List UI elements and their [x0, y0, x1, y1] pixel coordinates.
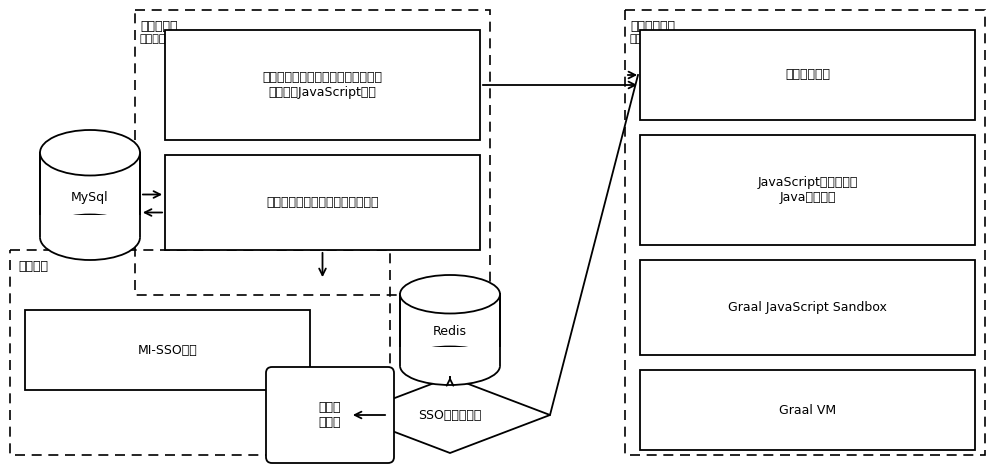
Bar	[40, 153, 140, 237]
Bar	[640, 135, 975, 245]
Text: 依托脚本容器，对外提供服务: 依托脚本容器，对外提供服务	[140, 34, 226, 44]
Text: 提供运行时的服务端脚本执行能力: 提供运行时的服务端脚本执行能力	[630, 34, 729, 44]
Text: 认证服务: 认证服务	[18, 260, 48, 273]
Text: MI-SSO系统: MI-SSO系统	[138, 344, 197, 357]
Text: MySql: MySql	[71, 191, 109, 204]
Bar	[39, 214, 141, 238]
Ellipse shape	[400, 275, 500, 313]
FancyBboxPatch shape	[266, 367, 394, 463]
Bar	[399, 346, 501, 367]
Text: 适配器服务: 适配器服务	[140, 20, 178, 33]
Text: 适配器
客户端: 适配器 客户端	[319, 401, 341, 429]
Bar	[165, 155, 480, 250]
Ellipse shape	[400, 346, 500, 385]
Ellipse shape	[40, 214, 140, 260]
Text: Redis: Redis	[433, 326, 467, 339]
Bar	[25, 310, 310, 390]
Bar	[640, 30, 975, 120]
Text: 脚本代码的增删查改，检查，启用: 脚本代码的增删查改，检查，启用	[266, 196, 379, 209]
Ellipse shape	[40, 130, 140, 175]
Text: 脚本容器服务: 脚本容器服务	[630, 20, 675, 33]
Text: Graal VM: Graal VM	[779, 404, 836, 417]
Bar	[640, 260, 975, 355]
Polygon shape	[350, 377, 550, 453]
Text: Graal JavaScript Sandbox: Graal JavaScript Sandbox	[728, 301, 887, 314]
Bar	[10, 250, 390, 455]
Text: JavaScript脚本应用层
Java交互支持: JavaScript脚本应用层 Java交互支持	[757, 176, 858, 204]
Bar	[625, 10, 985, 455]
Bar	[135, 10, 490, 295]
Text: 定义适配器，包含一组输入输出定义
与一系列JavaScript脚本: 定义适配器，包含一组输入输出定义 与一系列JavaScript脚本	[262, 71, 382, 99]
Bar	[400, 294, 500, 366]
Bar	[640, 370, 975, 450]
Text: SSO逻辑块执行: SSO逻辑块执行	[418, 408, 482, 421]
Text: 脚本执行接口: 脚本执行接口	[785, 68, 830, 81]
Bar	[165, 30, 480, 140]
